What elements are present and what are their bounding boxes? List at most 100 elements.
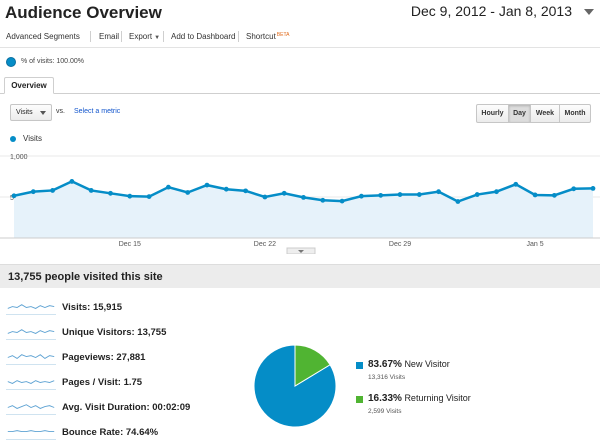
data-point[interactable] <box>494 189 499 195</box>
data-point[interactable] <box>185 190 191 195</box>
metric-row-bounce-rate[interactable]: Bounce Rate: 74.64% <box>0 424 240 446</box>
x-tick-label: Dec 15 <box>119 241 141 248</box>
add-to-dashboard-button[interactable]: Add to Dashboard <box>171 32 236 41</box>
visits-area <box>14 181 593 238</box>
data-point[interactable] <box>50 188 55 193</box>
new-visitor-percent: 83.67% <box>368 359 402 370</box>
x-tick-label: Jan 5 <box>527 241 544 248</box>
data-point[interactable] <box>378 192 384 198</box>
data-point[interactable] <box>69 179 75 184</box>
tab-overview[interactable]: Overview <box>4 77 54 94</box>
sparkline-icon <box>6 430 56 440</box>
returning-visitor-visits: 2,599 Visits <box>368 408 402 415</box>
data-point[interactable] <box>590 185 596 191</box>
data-point[interactable] <box>455 199 461 204</box>
vs-label: vs. <box>56 108 65 115</box>
chevron-down-icon: ▼ <box>154 35 161 41</box>
sparkline-icon <box>6 380 56 390</box>
data-point[interactable] <box>571 186 577 192</box>
shortcut-button[interactable]: ShortcutBETA <box>246 32 290 41</box>
returning-visitor-swatch <box>356 396 363 403</box>
data-point[interactable] <box>281 190 287 196</box>
data-point[interactable] <box>223 186 229 192</box>
data-point[interactable] <box>513 181 519 187</box>
data-point[interactable] <box>320 197 326 203</box>
export-label: Export <box>129 32 153 41</box>
metric-row-avg-visit-duration[interactable]: Avg. Visit Duration: 00:02:09 <box>0 399 240 421</box>
email-button[interactable]: Email <box>99 32 120 41</box>
data-point[interactable] <box>30 189 36 195</box>
granularity-week-button[interactable]: Week <box>531 104 560 123</box>
new-visitor-label: New Visitor <box>404 359 450 369</box>
select-metric-link[interactable]: Select a metric <box>74 108 121 115</box>
data-point[interactable] <box>359 193 364 199</box>
data-point[interactable] <box>416 192 422 197</box>
sparkline-icon <box>6 354 56 365</box>
segment-label: % of visits: 100.00% <box>21 58 85 65</box>
data-point[interactable] <box>108 190 113 196</box>
data-point[interactable] <box>204 182 210 188</box>
shortcut-label: Shortcut <box>246 32 276 41</box>
returning-visitor-legend: 16.33% Returning Visitor <box>368 393 471 404</box>
toolbar-divider <box>90 31 91 42</box>
metric-row-pages-per-visit[interactable]: Pages / Visit: 1.75 <box>0 374 240 396</box>
metric-row-unique-visitors[interactable]: Unique Visitors: 13,755 <box>0 324 240 346</box>
new-visitor-legend: 83.67% New Visitor <box>368 359 450 370</box>
date-range-picker[interactable]: Dec 9, 2012 - Jan 8, 2013 <box>410 3 572 19</box>
y-tick-label: 1,000 <box>10 154 28 161</box>
tab-bar-divider <box>0 93 600 94</box>
advanced-segments-button[interactable]: Advanced Segments <box>6 32 80 41</box>
data-point[interactable] <box>146 194 152 199</box>
segment-pie-icon <box>6 57 16 67</box>
pie-slice-new-visitor[interactable] <box>253 344 337 428</box>
x-tick-label: Dec 22 <box>254 241 276 248</box>
data-point[interactable] <box>127 193 133 199</box>
metric-row-visits[interactable]: Visits: 15,915 <box>0 299 240 321</box>
report-toolbar: Advanced Segments Email Export ▼ Add to D… <box>0 26 600 48</box>
data-point[interactable] <box>397 192 403 197</box>
export-button[interactable]: Export ▼ <box>129 32 160 41</box>
granularity-day-button[interactable]: Day <box>509 104 531 123</box>
data-point[interactable] <box>166 184 171 190</box>
data-point[interactable] <box>436 189 441 195</box>
metric-label: Pages / Visit: 1.75 <box>62 377 143 388</box>
toolbar-divider <box>121 31 122 42</box>
x-tick-label: Dec 29 <box>389 241 411 248</box>
data-point[interactable] <box>339 198 345 204</box>
pie-slice-returning-visitor[interactable] <box>294 344 331 387</box>
visitor-type-pie[interactable] <box>253 344 337 428</box>
metric-label: Bounce Rate: 74.64% <box>62 427 159 438</box>
granularity-hourly-button[interactable]: Hourly <box>476 104 509 123</box>
chevron-down-icon <box>40 111 46 115</box>
sparkline-icon <box>6 329 56 340</box>
summary-bar: 13,755 people visited this site <box>0 264 600 288</box>
returning-visitor-percent: 16.33% <box>368 393 402 404</box>
toolbar-divider <box>163 31 164 42</box>
data-point[interactable] <box>532 192 538 198</box>
data-point[interactable] <box>474 192 480 197</box>
chevron-down-icon <box>298 250 304 253</box>
data-point[interactable] <box>552 192 557 198</box>
sparkline-icon <box>6 304 56 315</box>
sparkline-icon <box>6 404 56 415</box>
data-point[interactable] <box>262 194 268 200</box>
data-point[interactable] <box>88 188 94 193</box>
data-point[interactable] <box>243 188 249 194</box>
visits-legend-dot <box>10 136 16 142</box>
data-point[interactable] <box>301 195 306 200</box>
granularity-month-button[interactable]: Month <box>560 104 591 123</box>
new-visitor-swatch <box>356 362 363 369</box>
granularity-toggle: Hourly Day Week Month <box>476 104 591 123</box>
page-title: Audience Overview <box>5 3 162 22</box>
metric-label: Visits: 15,915 <box>62 302 123 313</box>
date-range-dropdown-icon[interactable] <box>584 9 594 15</box>
new-visitor-visits: 13,316 Visits <box>368 374 406 381</box>
toolbar-divider <box>238 31 239 42</box>
beta-badge: BETA <box>276 32 290 38</box>
metric-row-pageviews[interactable]: Pageviews: 27,881 <box>0 349 240 371</box>
metric-dropdown[interactable]: Visits <box>10 104 52 121</box>
data-point[interactable] <box>11 193 17 199</box>
metric-label: Unique Visitors: 13,755 <box>62 327 167 338</box>
metric-label: Pageviews: 27,881 <box>62 352 146 363</box>
